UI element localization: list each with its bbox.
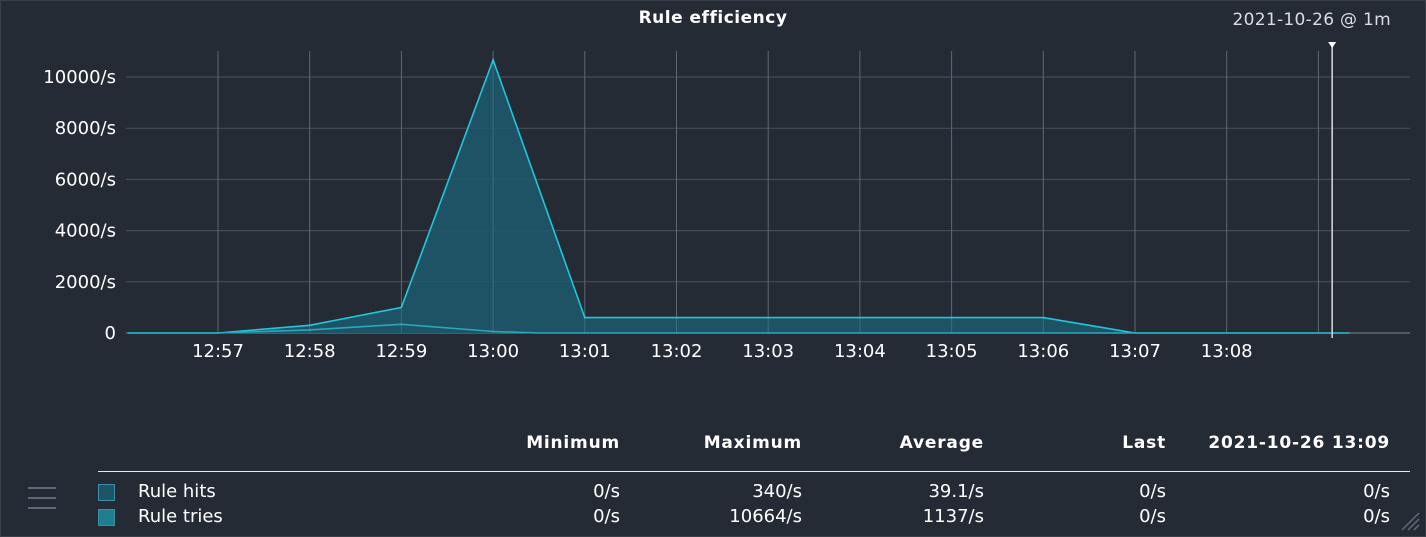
- legend-header-maximum: Maximum: [703, 433, 802, 453]
- x-tick-label: 13:05: [926, 341, 978, 362]
- y-tick-label: 8000/s: [55, 118, 116, 139]
- legend-header-date: 2021-10-26 13:09: [1208, 433, 1390, 453]
- x-tick-label: 13:03: [742, 341, 794, 362]
- y-tick-label: 10000/s: [43, 67, 116, 88]
- legend-value-average: 39.1/s: [928, 481, 984, 502]
- legend-value-maximum: 340/s: [752, 481, 802, 502]
- graph-title: Rule efficiency: [638, 8, 788, 28]
- y-tick-label: 0: [105, 323, 116, 344]
- legend-label: Rule tries: [138, 506, 223, 527]
- x-tick-label: 13:07: [1109, 341, 1161, 362]
- legend-swatch-rule-hits: [98, 484, 115, 501]
- x-tick-label: 13:04: [834, 341, 886, 362]
- x-tick-label: 13:02: [651, 341, 703, 362]
- legend-value-at-date: 0/s: [1363, 506, 1390, 527]
- legend-header-last: Last: [1122, 433, 1166, 453]
- legend-divider: [98, 471, 1410, 472]
- x-tick-label: 13:08: [1201, 341, 1253, 362]
- legend-swatch-rule-tries: [98, 509, 115, 526]
- rule-efficiency-chart[interactable]: 10000/s 8000/s 6000/s 4000/s 2000/s 0 12:57 12:…: [0, 0, 1426, 400]
- menu-icon[interactable]: [28, 487, 56, 511]
- legend-value-average: 1137/s: [922, 506, 984, 527]
- series-line-rule-hits: [128, 323, 1350, 334]
- x-tick-label: 12:57: [192, 341, 244, 362]
- series-area-rule-hits: [128, 324, 1350, 333]
- legend-value-minimum: 0/s: [593, 506, 620, 527]
- y-tick-label: 4000/s: [55, 221, 116, 242]
- x-tick-label: 13:00: [467, 341, 519, 362]
- legend-row-rule-tries: Rule tries 0/s 10664/s 1137/s 0/s 0/s: [0, 506, 1426, 532]
- legend-header-minimum: Minimum: [526, 433, 620, 453]
- legend-label: Rule hits: [138, 481, 216, 502]
- x-tick-label: 12:58: [284, 341, 336, 362]
- legend-row-rule-hits: Rule hits 0/s 340/s 39.1/s 0/s 0/s: [0, 480, 1426, 506]
- legend-value-maximum: 10664/s: [729, 506, 802, 527]
- x-tick-label: 12:59: [375, 341, 427, 362]
- series-line-rule-tries: [128, 57, 1350, 334]
- y-tick-label: 2000/s: [55, 272, 116, 293]
- legend-value-minimum: 0/s: [593, 481, 620, 502]
- legend-value-at-date: 0/s: [1363, 481, 1390, 502]
- y-tick-label: 6000/s: [55, 169, 116, 190]
- graph-timestamp[interactable]: 2021-10-26 @ 1m: [1232, 10, 1391, 30]
- legend-value-last: 0/s: [1139, 481, 1166, 502]
- resize-icon[interactable]: [1400, 511, 1420, 531]
- now-marker-icon: [1328, 42, 1337, 48]
- legend-value-last: 0/s: [1139, 506, 1166, 527]
- x-tick-label: 13:06: [1017, 341, 1069, 362]
- legend-header-average: Average: [899, 433, 984, 453]
- series-area-rule-tries: [128, 60, 1350, 333]
- x-tick-label: 13:01: [559, 341, 611, 362]
